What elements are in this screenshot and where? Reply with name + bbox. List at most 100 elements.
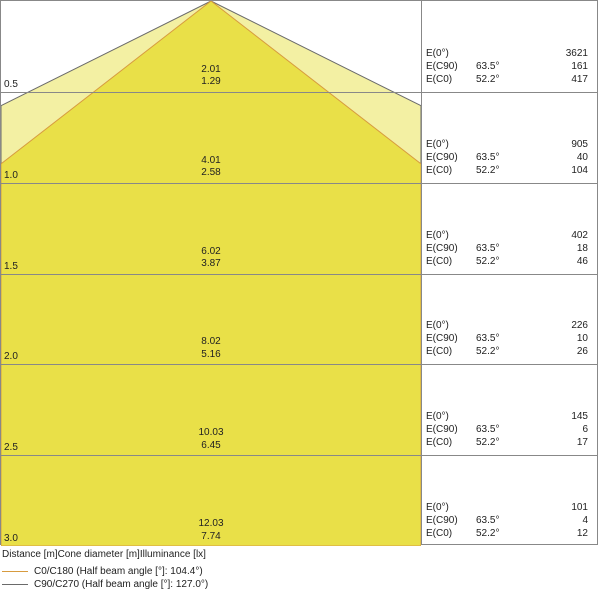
legend: C0/C180 (Half beam angle [°]: 104.4°) C9… <box>2 566 598 590</box>
grid-row <box>1 274 597 275</box>
footer: Distance [m]Cone diameter [m]Illuminance… <box>0 545 600 590</box>
e-angle: 63.5° <box>476 332 526 345</box>
e-angle <box>476 319 526 332</box>
swatch-c90-icon <box>2 584 28 585</box>
cone-diameter-labels: 10.036.45 <box>1 427 421 455</box>
illuminance-row: E(0°)3621 <box>426 47 596 60</box>
e-label: E(C0) <box>426 527 476 540</box>
illuminance-row: E(C0)52.2°26 <box>426 345 596 358</box>
e-angle: 52.2° <box>476 255 526 268</box>
cone-d-c0: 2.58 <box>1 167 421 180</box>
cone-d-c0: 1.29 <box>1 76 421 89</box>
illuminance-row: E(C0)52.2°12 <box>426 527 596 540</box>
e-label: E(C0) <box>426 255 476 268</box>
swatch-c0-icon <box>2 571 28 572</box>
cone-d-c90: 2.01 <box>1 64 421 77</box>
cone-d-c0: 7.74 <box>1 531 421 544</box>
e-value: 104 <box>526 164 596 177</box>
illuminance-row: E(0°) 402 <box>426 229 596 242</box>
illuminance-row: E(0°) 905 <box>426 138 596 151</box>
e-angle <box>476 47 526 60</box>
cone-d-c90: 10.03 <box>1 427 421 440</box>
e-value: 12 <box>526 527 596 540</box>
axis-labels: Distance [m]Cone diameter [m]Illuminance… <box>2 549 598 560</box>
illuminance-row: E(C90)63.5°10 <box>426 332 596 345</box>
cone-d-c0: 6.45 <box>1 440 421 453</box>
e-value: 905 <box>526 138 596 151</box>
e-label: E(C90) <box>426 60 476 73</box>
cone-diameter-labels: 4.012.58 <box>1 155 421 183</box>
illuminance-row: E(C0)52.2°417 <box>426 73 596 86</box>
e-value: 6 <box>526 423 596 436</box>
e-angle <box>476 229 526 242</box>
cone-diameter-labels: 8.025.16 <box>1 336 421 364</box>
e-angle: 63.5° <box>476 423 526 436</box>
e-value: 417 <box>526 73 596 86</box>
e-value: 10 <box>526 332 596 345</box>
cone-d-c0: 5.16 <box>1 349 421 362</box>
e-value: 226 <box>526 319 596 332</box>
e-label: E(C0) <box>426 164 476 177</box>
illuminance-row: E(C90)63.5°6 <box>426 423 596 436</box>
e-value: 161 <box>526 60 596 73</box>
illuminance-row: E(C90)63.5°18 <box>426 242 596 255</box>
illuminance-row: E(0°) 226 <box>426 319 596 332</box>
e-label: E(C0) <box>426 73 476 86</box>
e-angle: 52.2° <box>476 345 526 358</box>
e-angle: 63.5° <box>476 242 526 255</box>
e-value: 3621 <box>526 47 596 60</box>
e-angle <box>476 138 526 151</box>
grid-row <box>1 455 597 456</box>
e-label: E(C90) <box>426 423 476 436</box>
illuminance-block: E(0°) 101E(C90)63.5°4E(C0)52.2°12 <box>426 501 596 546</box>
e-label: E(C0) <box>426 436 476 449</box>
e-label: E(C90) <box>426 332 476 345</box>
cone-diameter-labels: 6.023.87 <box>1 246 421 274</box>
e-label: E(C90) <box>426 242 476 255</box>
cone-diameter-labels: 12.037.74 <box>1 518 421 546</box>
illuminance-block: E(0°)145E(C90)63.5°6E(C0)52.2°17 <box>426 410 596 455</box>
e-angle: 52.2° <box>476 436 526 449</box>
cone-d-c90: 4.01 <box>1 155 421 168</box>
illuminance-block: E(0°)905E(C90)63.5°40E(C0)52.2°104 <box>426 138 596 183</box>
e-value: 18 <box>526 242 596 255</box>
illuminance-row: E(C0)52.2°46 <box>426 255 596 268</box>
illuminance-row: E(0°) 145 <box>426 410 596 423</box>
illuminance-row: E(C0)52.2°104 <box>426 164 596 177</box>
e-value: 4 <box>526 514 596 527</box>
e-angle: 52.2° <box>476 164 526 177</box>
e-label: E(0°) <box>426 501 476 514</box>
e-label: E(0°) <box>426 229 476 242</box>
cone-d-c0: 3.87 <box>1 258 421 271</box>
illuminance-row: E(C90)63.5°4 <box>426 514 596 527</box>
e-label: E(C90) <box>426 151 476 164</box>
grid-row <box>1 183 597 184</box>
cone-diameter-labels: 2.011.29 <box>1 64 421 92</box>
e-angle: 63.5° <box>476 151 526 164</box>
legend-c0-label: C0/C180 (Half beam angle [°]: 104.4°) <box>34 566 203 577</box>
e-value: 26 <box>526 345 596 358</box>
e-value: 145 <box>526 410 596 423</box>
cone-d-c90: 12.03 <box>1 518 421 531</box>
cone-d-c90: 6.02 <box>1 246 421 259</box>
grid-row <box>1 364 597 365</box>
e-angle: 52.2° <box>476 73 526 86</box>
grid-row <box>1 92 597 93</box>
e-value: 101 <box>526 501 596 514</box>
legend-c90: C90/C270 (Half beam angle [°]: 127.0°) <box>2 579 598 590</box>
e-angle: 63.5° <box>476 514 526 527</box>
e-label: E(0°) <box>426 410 476 423</box>
e-angle: 63.5° <box>476 60 526 73</box>
e-value: 402 <box>526 229 596 242</box>
e-label: E(0°) <box>426 319 476 332</box>
e-value: 46 <box>526 255 596 268</box>
e-angle <box>476 410 526 423</box>
e-value: 17 <box>526 436 596 449</box>
e-angle: 52.2° <box>476 527 526 540</box>
e-angle <box>476 501 526 514</box>
table-divider <box>421 1 422 544</box>
cone-diagram: 0.52.011.29E(0°)3621E(C90)63.5°161E(C0)5… <box>0 0 598 545</box>
e-label: E(0°) <box>426 138 476 151</box>
illuminance-row: E(0°) 101 <box>426 501 596 514</box>
illuminance-block: E(0°)3621E(C90)63.5°161E(C0)52.2°417 <box>426 47 596 92</box>
